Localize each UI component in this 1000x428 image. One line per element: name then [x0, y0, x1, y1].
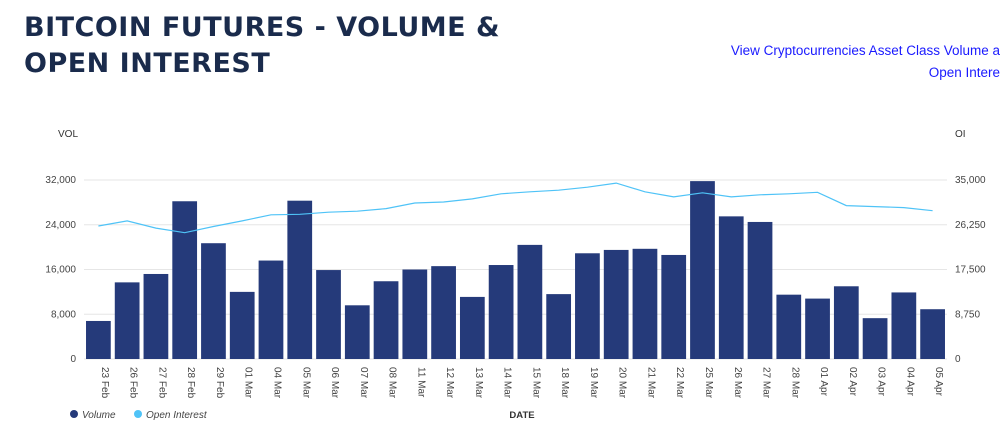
volume-bar[interactable] [661, 254, 687, 359]
y2-tick-label: 0 [955, 354, 961, 365]
volume-bar[interactable] [690, 181, 715, 359]
volume-bar[interactable] [862, 318, 888, 359]
open-interest-line [98, 182, 933, 234]
volume-bar[interactable] [316, 270, 341, 359]
volume-bar[interactable] [747, 221, 773, 359]
x-tick-label: 08 Mar [387, 367, 398, 399]
x-tick-label: 15 Mar [530, 367, 541, 399]
volume-bar[interactable] [632, 248, 658, 359]
x-tick-label: 05 Apr [933, 367, 944, 397]
x-tick-label: 02 Apr [847, 367, 858, 397]
x-tick-label: 29 Feb [214, 367, 225, 399]
x-tick-label: 04 Mar [272, 367, 283, 399]
volume-bar[interactable] [891, 292, 917, 359]
volume-bar[interactable] [603, 249, 629, 359]
volume-bar[interactable] [201, 243, 226, 359]
x-tick-label: 22 Mar [674, 367, 685, 399]
y-axis-right: 0 8,750 17,500 26,250 35,000 [955, 175, 986, 365]
volume-bar[interactable] [546, 294, 572, 359]
x-tick-label: 05 Mar [300, 367, 311, 399]
volume-bar[interactable] [805, 298, 830, 359]
x-tick-label: 04 Apr [904, 367, 915, 397]
grid-lines [84, 179, 947, 360]
volume-bar[interactable] [718, 216, 744, 359]
volume-bar[interactable] [488, 265, 514, 359]
y-tick-label: 32,000 [45, 175, 76, 186]
y2-tick-label: 35,000 [955, 175, 986, 186]
y2-tick-label: 26,250 [955, 220, 986, 231]
asset-class-link[interactable]: View Cryptocurrencies Asset Class Volume… [731, 40, 1000, 84]
legend: Volume Open Interest [70, 410, 208, 421]
x-tick-label: 18 Mar [559, 367, 570, 399]
x-tick-label: 01 Apr [818, 367, 829, 397]
volume-bar[interactable] [920, 309, 945, 359]
x-tick-label: 11 Mar [415, 367, 426, 398]
volume-bar[interactable] [373, 281, 399, 359]
volume-bar[interactable] [459, 296, 485, 359]
x-tick-label: 07 Mar [358, 367, 369, 399]
x-tick-label: 03 Apr [876, 367, 887, 397]
volume-bar[interactable] [776, 294, 802, 359]
x-axis-title: DATE [509, 410, 534, 421]
legend-open-interest-marker [134, 410, 142, 418]
x-tick-label: 27 Feb [156, 367, 167, 399]
x-tick-label: 23 Feb [99, 367, 110, 399]
x-axis: 23 Feb 26 Feb 27 Feb 28 Feb 29 Feb 01 Mar 04 M… [99, 367, 944, 399]
y-tick-label: 16,000 [45, 265, 76, 276]
x-tick-label: 06 Mar [329, 367, 340, 399]
volume-bar[interactable] [517, 244, 543, 359]
y-axis-title: VOL [58, 129, 78, 140]
volume-bar[interactable] [86, 320, 111, 359]
x-tick-label: 25 Mar [703, 367, 714, 399]
volume-bar[interactable] [287, 200, 313, 359]
x-tick-label: 20 Mar [617, 367, 628, 399]
volume-bar[interactable] [258, 260, 284, 359]
asset-class-link-line2[interactable]: Open Intere [928, 65, 1000, 80]
x-tick-label: 28 Feb [185, 367, 196, 399]
y-tick-label: 0 [70, 354, 76, 365]
page-title: BITCOIN FUTURES - VOLUME & OPEN INTEREST [24, 12, 501, 79]
x-tick-label: 01 Mar [243, 367, 254, 399]
volume-bar[interactable] [114, 282, 140, 359]
y2-axis-title: OI [955, 129, 966, 140]
x-tick-label: 28 Mar [789, 367, 800, 399]
x-tick-label: 19 Mar [588, 367, 599, 399]
volume-bar[interactable] [833, 286, 859, 359]
volume-bar[interactable] [431, 266, 456, 359]
legend-volume-marker [70, 410, 78, 418]
volume-bar[interactable] [575, 253, 600, 359]
y2-tick-label: 8,750 [955, 309, 980, 320]
asset-class-link-line1[interactable]: View Cryptocurrencies Asset Class Volume… [730, 43, 1000, 58]
x-tick-label: 27 Mar [761, 367, 772, 399]
y-tick-label: 8,000 [51, 309, 76, 320]
volume-bar[interactable] [402, 269, 428, 360]
y-tick-label: 24,000 [45, 220, 76, 231]
volume-bar[interactable] [143, 273, 169, 359]
volume-bar[interactable] [172, 201, 198, 359]
legend-volume-label[interactable]: Volume [82, 410, 116, 421]
y2-tick-label: 17,500 [955, 265, 986, 276]
x-tick-label: 21 Mar [645, 367, 656, 399]
open-interest-series-line[interactable] [98, 182, 933, 234]
x-tick-label: 13 Mar [473, 367, 484, 399]
legend-open-interest-label[interactable]: Open Interest [146, 410, 208, 421]
x-tick-label: 14 Mar [502, 367, 513, 399]
x-tick-label: 26 Feb [128, 367, 139, 399]
x-tick-label: 12 Mar [444, 367, 455, 399]
y-axis-left: 0 8,000 16,000 24,000 32,000 [45, 175, 76, 365]
volume-bar[interactable] [229, 291, 255, 359]
volume-bars [86, 181, 945, 359]
x-tick-label: 26 Mar [732, 367, 743, 399]
volume-bar[interactable] [344, 305, 370, 359]
